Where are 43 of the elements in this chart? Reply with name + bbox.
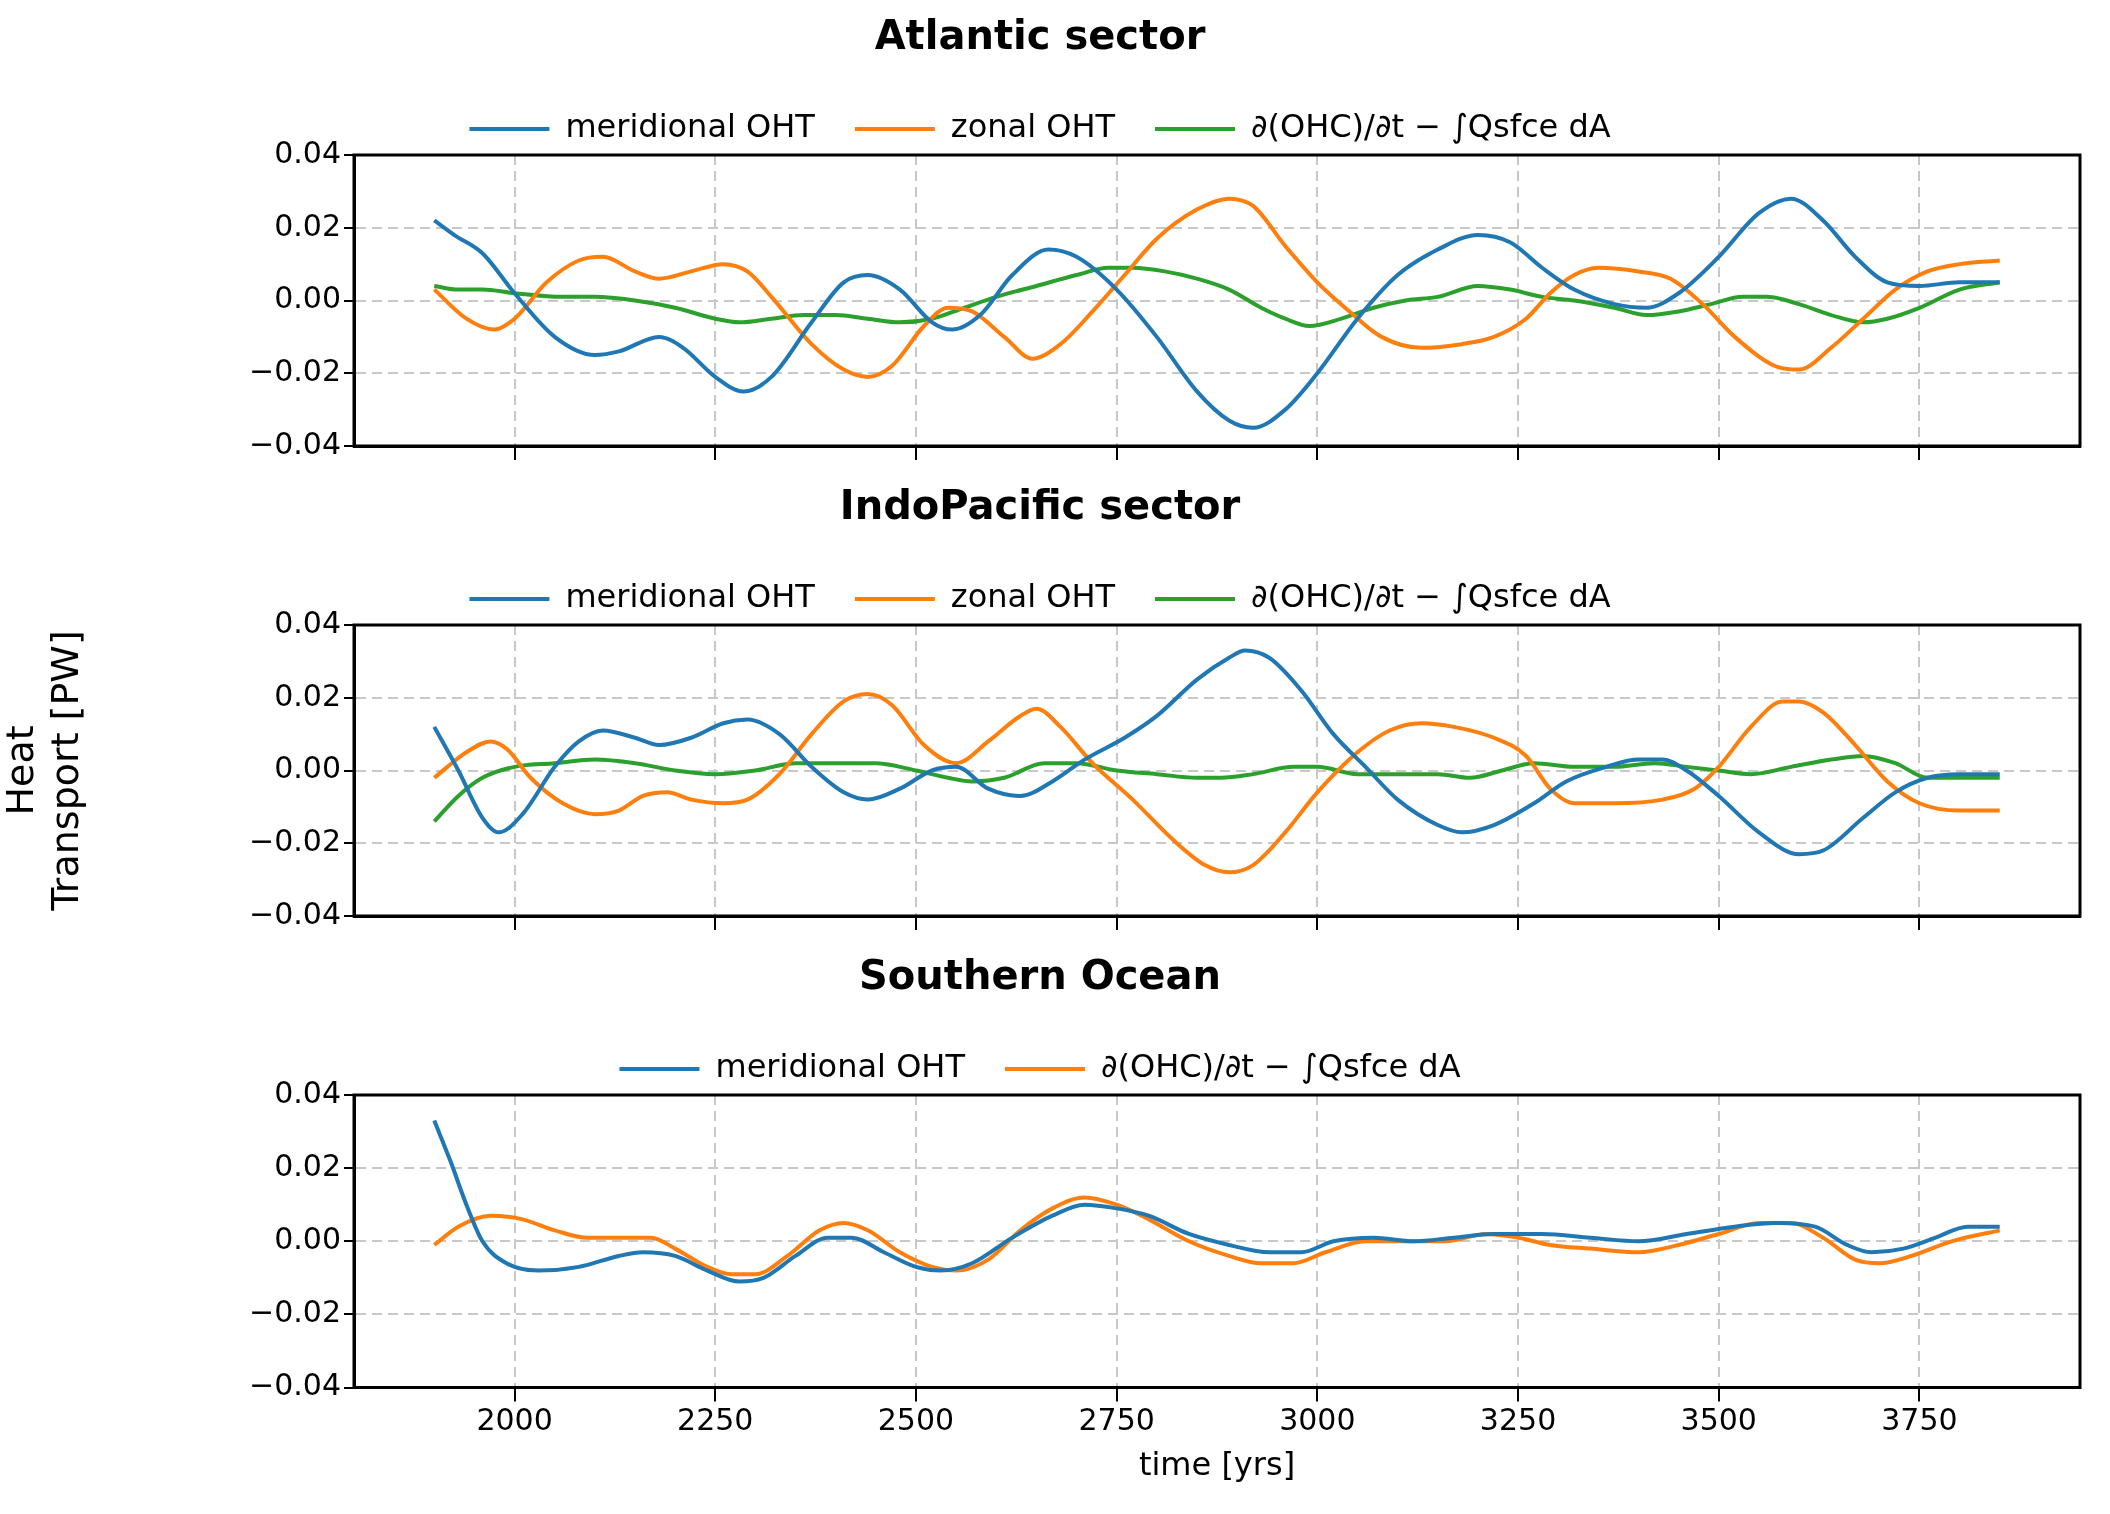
y-tick-label: −0.02 — [249, 823, 341, 859]
legend-label: ∂(OHC)/∂t − ∫Qsfce dA — [1100, 1047, 1461, 1086]
y-tick-label: 0.04 — [274, 604, 341, 640]
y-tick-label: −0.02 — [249, 1294, 341, 1330]
legend-label: meridional OHT — [565, 577, 816, 616]
y-tick-label: 0.02 — [274, 1147, 341, 1183]
y-tick-label: 0.02 — [274, 677, 341, 713]
y-tick-label: 0.04 — [274, 1074, 341, 1110]
x-tick-label: 3500 — [1680, 1402, 1757, 1438]
line-series — [432, 265, 2002, 328]
y-tick-label: 0.00 — [274, 750, 341, 786]
x-tick-label: 2250 — [677, 1402, 754, 1438]
chart-title: IndoPacific sector — [839, 482, 1241, 529]
line-series — [432, 753, 2002, 824]
y-tick-label: −0.04 — [249, 895, 341, 931]
legend-label: meridional OHT — [565, 107, 816, 146]
line-series — [432, 648, 2002, 857]
y-axis-title: Heat Transport [PW] — [0, 630, 88, 912]
legend-label: ∂(OHC)/∂t − ∫Qsfce dA — [1250, 577, 1611, 616]
y-tick-label: 0.00 — [274, 280, 341, 316]
legend-label: meridional OHT — [715, 1047, 966, 1086]
y-tick-label: −0.02 — [249, 353, 341, 389]
legend-label: zonal OHT — [950, 107, 1116, 146]
x-tick-label: 2750 — [1078, 1402, 1155, 1438]
legend-label: ∂(OHC)/∂t − ∫Qsfce dA — [1250, 107, 1611, 146]
x-tick-label: 3250 — [1479, 1402, 1557, 1438]
x-tick-label: 2500 — [877, 1402, 955, 1438]
line-series — [432, 196, 2002, 379]
line-series — [432, 196, 2002, 430]
chart-title: Southern Ocean — [859, 952, 1221, 999]
x-axis-title: time [yrs] — [1138, 1445, 1296, 1484]
legend-label: zonal OHT — [950, 577, 1116, 616]
chart-title: Atlantic sector — [874, 12, 1206, 59]
y-tick-label: 0.04 — [274, 134, 341, 170]
y-tick-label: 0.00 — [274, 1221, 341, 1257]
y-tick-label: 0.02 — [274, 207, 341, 243]
line-series — [432, 692, 2002, 875]
y-tick-label: −0.04 — [249, 1367, 341, 1403]
line-series — [432, 1118, 2002, 1284]
x-tick-label: 3750 — [1881, 1402, 1958, 1438]
x-tick-label: 2000 — [476, 1402, 553, 1438]
y-tick-label: −0.04 — [249, 425, 341, 461]
x-tick-label: 3000 — [1279, 1402, 1356, 1438]
